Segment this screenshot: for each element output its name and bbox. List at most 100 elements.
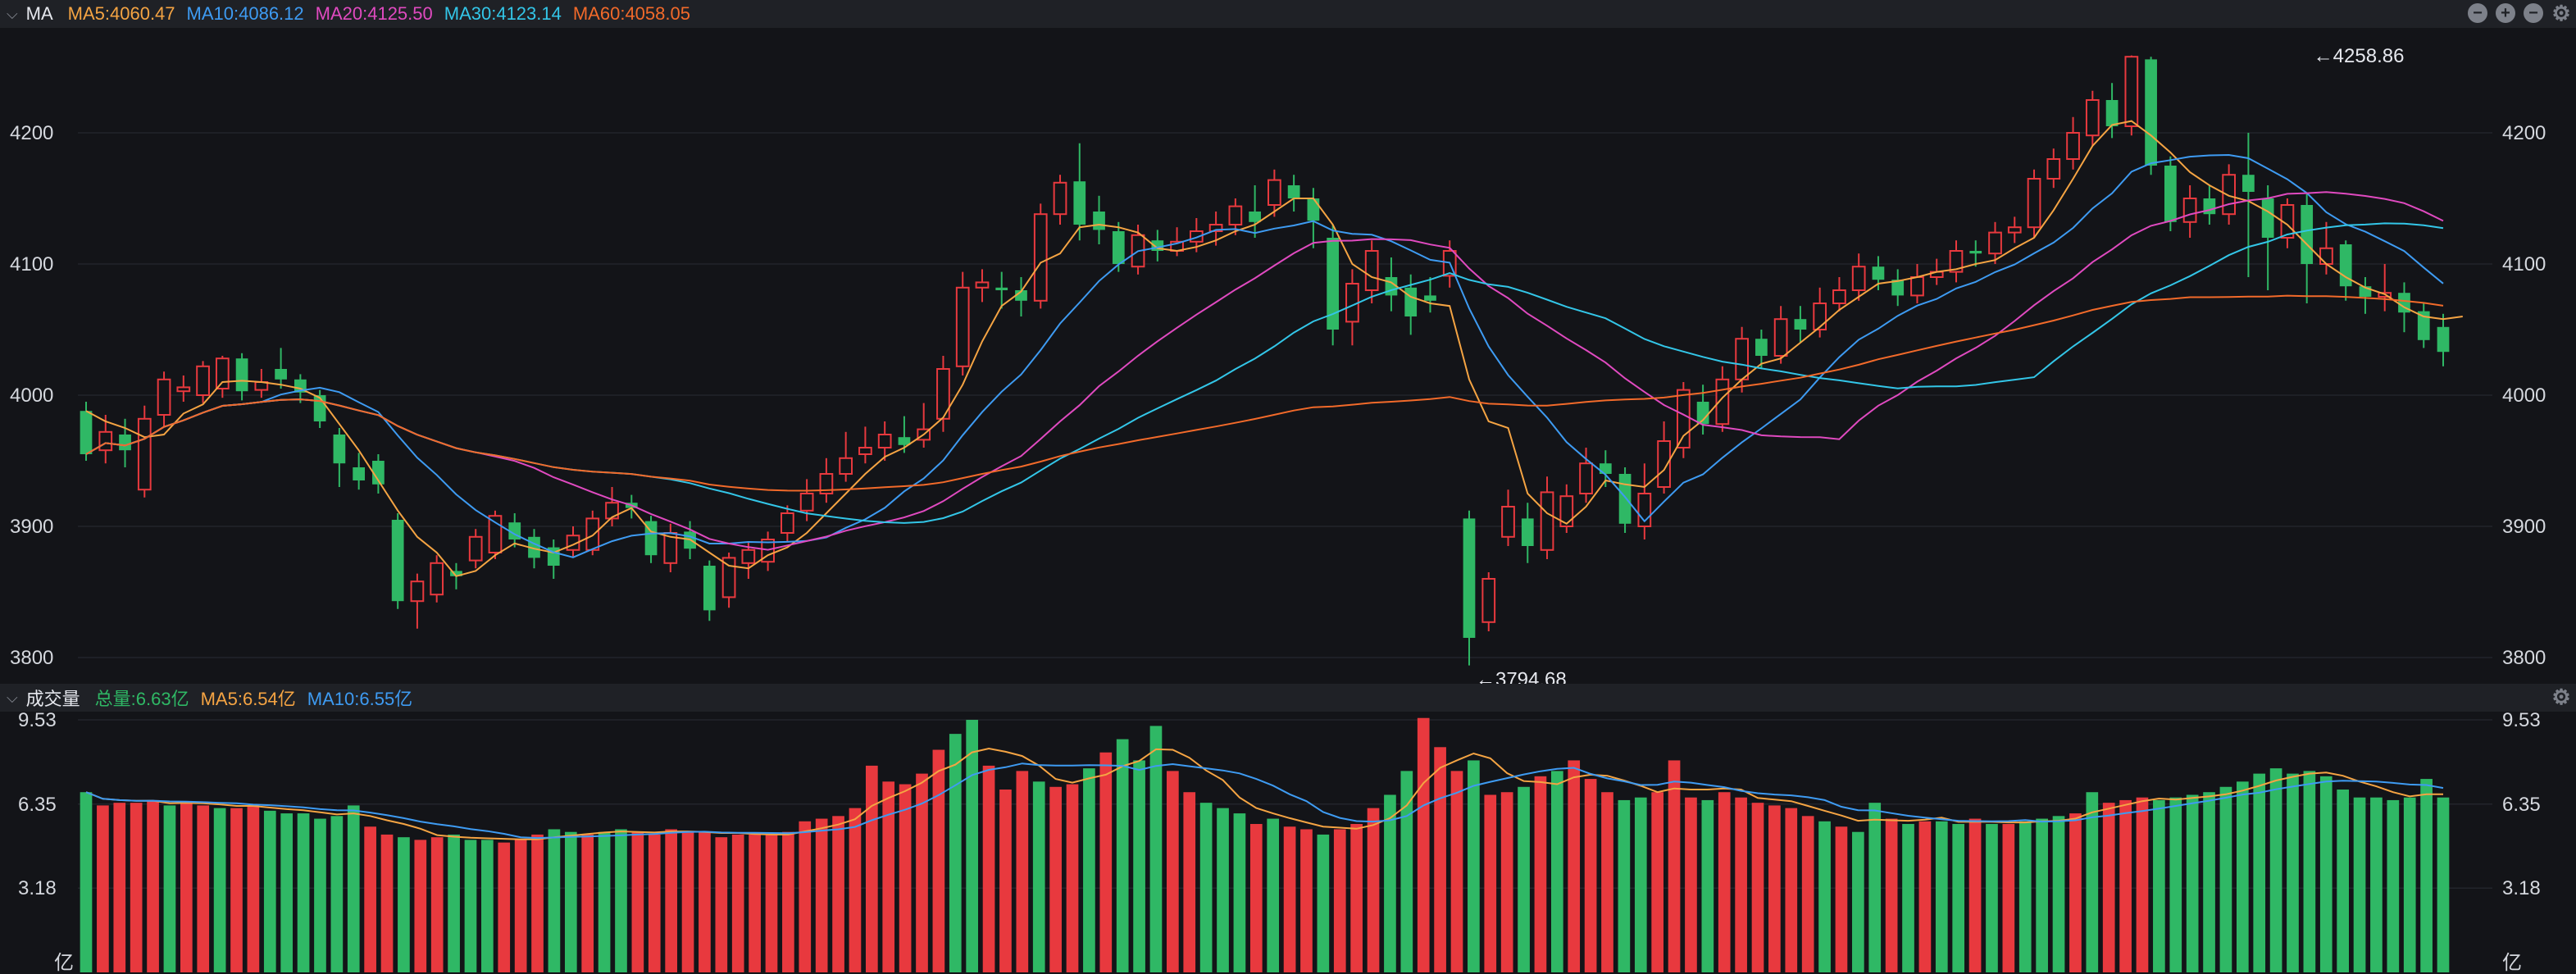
volume-bar bbox=[581, 834, 594, 972]
volume-panel-controls: ⚙ bbox=[2551, 685, 2571, 709]
volume-bar bbox=[130, 803, 143, 972]
volume-bar bbox=[932, 749, 945, 972]
volume-bar bbox=[1852, 831, 1864, 972]
candle-body bbox=[119, 435, 131, 451]
candle-body bbox=[741, 548, 756, 564]
candle-body bbox=[2417, 311, 2430, 340]
volume-bar bbox=[230, 808, 243, 972]
candle-body bbox=[1112, 231, 1125, 264]
candle-body bbox=[372, 461, 385, 485]
candle-body bbox=[2182, 198, 2197, 223]
legend-total-volume: 总量:6.63亿 bbox=[94, 689, 189, 709]
volume-bar bbox=[197, 805, 210, 972]
price-indicator-name[interactable]: MA bbox=[25, 3, 53, 24]
candle-body bbox=[1949, 250, 1964, 273]
volume-bar bbox=[882, 781, 895, 972]
legend-ma60: MA60:4058.05 bbox=[572, 3, 690, 24]
volume-bar bbox=[1518, 786, 1530, 972]
vol-tick-left: 3.18 bbox=[18, 877, 57, 899]
candle-body bbox=[235, 358, 248, 392]
candle-body bbox=[1228, 205, 1243, 226]
candle-body bbox=[157, 378, 171, 416]
candle-body bbox=[1424, 295, 1436, 301]
volume-bar bbox=[665, 829, 677, 972]
y-tick-left: 4100 bbox=[10, 253, 53, 275]
volume-bar bbox=[1367, 808, 1380, 972]
candle-body bbox=[975, 281, 990, 289]
volume-bar bbox=[1099, 752, 1113, 972]
volume-bar bbox=[1434, 747, 1446, 972]
volume-bar bbox=[1718, 792, 1731, 972]
volume-bar bbox=[2153, 799, 2165, 972]
volume-bar bbox=[1350, 824, 1363, 972]
minus-icon[interactable]: − bbox=[2524, 3, 2543, 23]
vol-tick-left: 9.53 bbox=[18, 712, 57, 731]
volume-bar bbox=[314, 818, 326, 972]
candle-body bbox=[2242, 175, 2255, 192]
volume-bar bbox=[297, 813, 310, 972]
volume-bar bbox=[448, 834, 460, 972]
candle-body bbox=[275, 369, 287, 380]
collapse-caret-icon[interactable]: ⌵ bbox=[7, 689, 18, 706]
volume-bar bbox=[1283, 826, 1296, 972]
candle-body bbox=[2027, 178, 2041, 229]
candle-body bbox=[1364, 250, 1379, 291]
volume-bar-chart[interactable]: 9.53 9.53 6.35 6.35 3.18 3.18 亿 亿 bbox=[0, 712, 2576, 974]
candle-body bbox=[1618, 474, 1632, 524]
legend-vol-ma5: MA5:6.54亿 bbox=[200, 689, 296, 709]
volume-bar bbox=[2319, 776, 2333, 972]
volume-bar bbox=[280, 813, 294, 972]
candle-body bbox=[137, 417, 152, 491]
candle-body bbox=[1773, 318, 1788, 357]
candle-body bbox=[98, 430, 113, 452]
volume-bar bbox=[2269, 768, 2282, 972]
candle-body bbox=[1404, 287, 1418, 316]
extreme-annotation: ←3794.68 bbox=[1476, 669, 1567, 684]
candle-body bbox=[430, 562, 444, 596]
volume-indicator-name[interactable]: 成交量 bbox=[25, 689, 80, 709]
legend-vol-ma10: MA10:6.55亿 bbox=[307, 689, 413, 709]
price-candlestick-chart[interactable]: 4200 4200 4100 4100 4000 4000 3900 3900 3800 3800… bbox=[0, 28, 2576, 684]
legend-ma10: MA10:4086.12 bbox=[186, 3, 304, 24]
y-tick-left: 3900 bbox=[10, 516, 53, 538]
collapse-caret-icon[interactable]: ⌵ bbox=[7, 5, 18, 22]
candle-body bbox=[2319, 247, 2333, 265]
minus-icon[interactable]: − bbox=[2468, 3, 2487, 23]
volume-bar bbox=[1199, 803, 1213, 972]
candle-body bbox=[1073, 181, 1086, 225]
volume-bar bbox=[681, 831, 694, 972]
candle-body bbox=[1481, 578, 1496, 623]
volume-bar bbox=[999, 789, 1012, 972]
candle-body bbox=[2398, 293, 2410, 313]
candle-body bbox=[1521, 518, 1534, 546]
candle-body bbox=[858, 447, 872, 455]
volume-bar bbox=[1032, 781, 1045, 972]
candle-body bbox=[391, 520, 404, 602]
candle-body bbox=[799, 493, 814, 512]
volume-bar bbox=[1133, 760, 1145, 972]
volume-bar bbox=[2002, 824, 2015, 972]
vol-tick-right: 6.35 bbox=[2502, 794, 2541, 816]
candle-body bbox=[898, 437, 911, 445]
volume-bar bbox=[1384, 794, 1396, 972]
volume-bar bbox=[1818, 821, 1831, 972]
volume-bar bbox=[1417, 717, 1430, 972]
volume-bar bbox=[1735, 797, 1747, 972]
gear-icon[interactable]: ⚙ bbox=[2551, 1, 2571, 25]
volume-bar bbox=[1685, 797, 1697, 972]
y-tick-left: 3800 bbox=[10, 647, 53, 669]
plus-icon[interactable]: + bbox=[2496, 3, 2515, 23]
volume-bar bbox=[97, 805, 109, 972]
candle-body bbox=[1540, 491, 1554, 551]
volume-bar bbox=[1801, 816, 1814, 972]
volume-bar bbox=[1618, 799, 1631, 972]
ma20-line bbox=[85, 191, 2444, 551]
gear-icon[interactable]: ⚙ bbox=[2551, 685, 2571, 709]
candle-body bbox=[1851, 266, 1866, 292]
volume-bar bbox=[1267, 818, 1280, 972]
candle-body bbox=[2437, 326, 2450, 353]
volume-bar bbox=[2052, 816, 2065, 972]
volume-bar bbox=[1333, 829, 1346, 972]
candle-body bbox=[1832, 289, 1846, 304]
volume-bar bbox=[2337, 789, 2349, 972]
